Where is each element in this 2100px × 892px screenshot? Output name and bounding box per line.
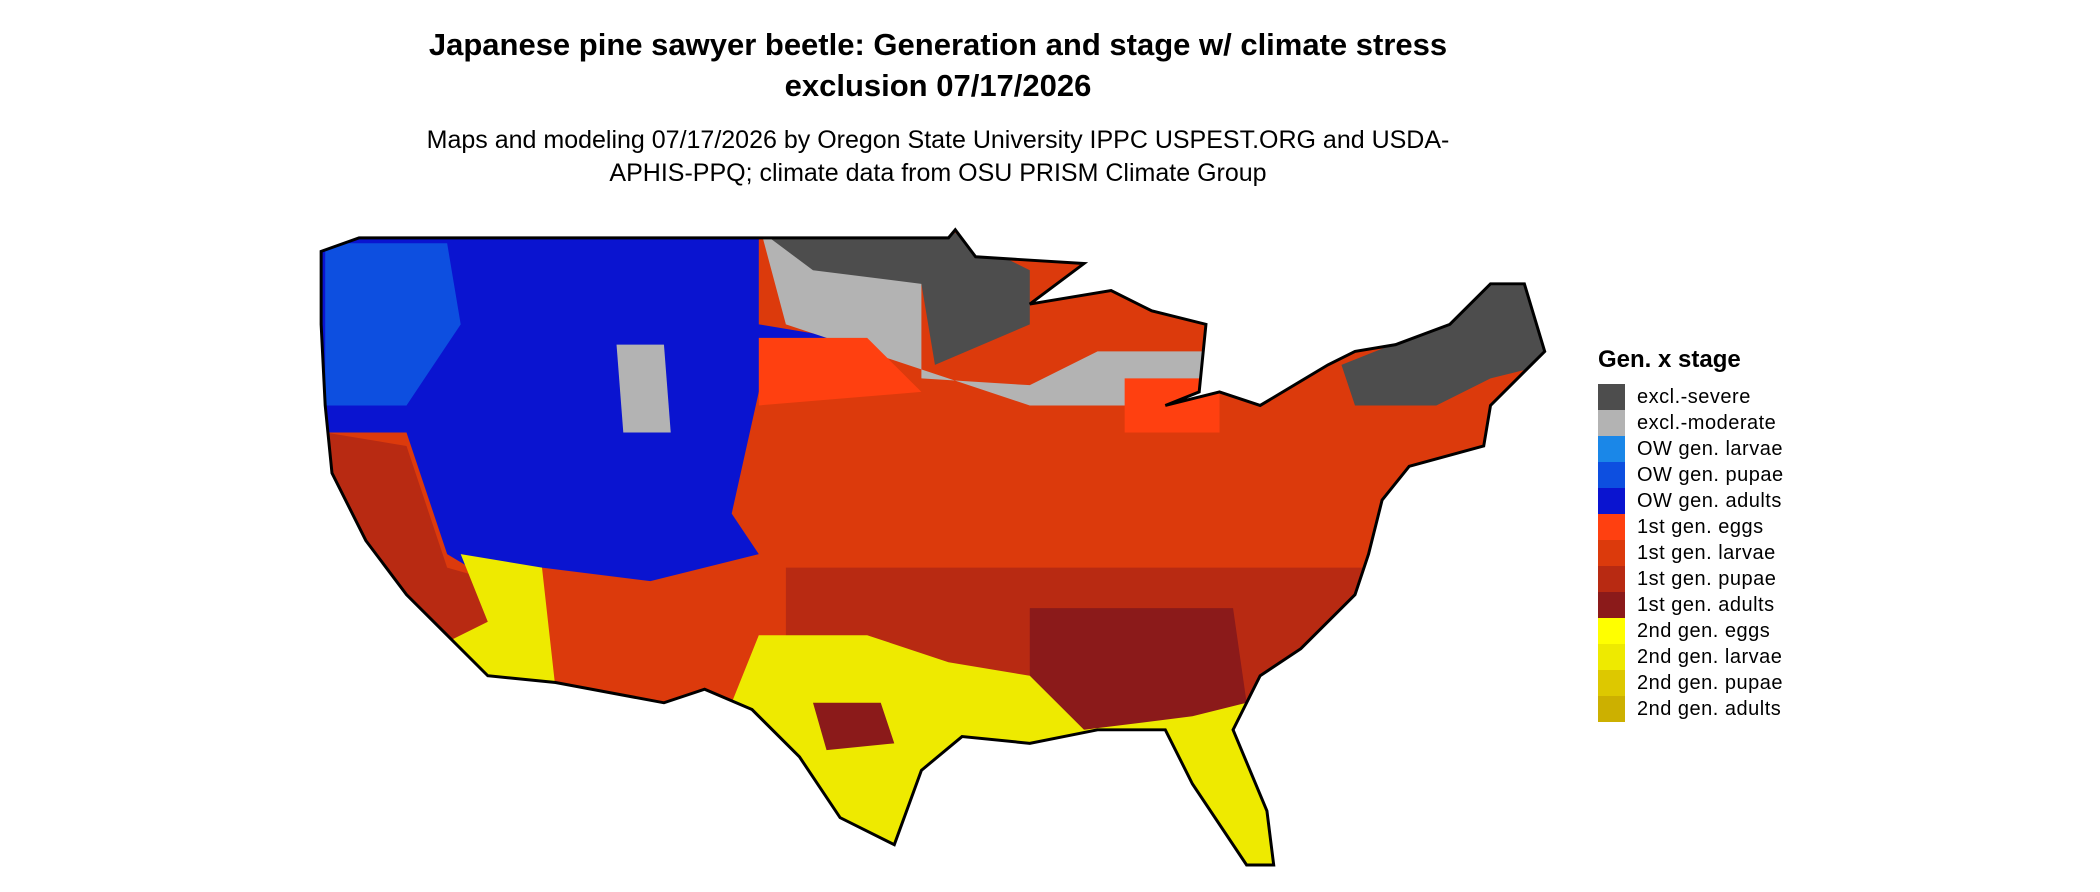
legend-entry: 2nd gen. larvae [1598, 644, 1784, 670]
legend-entry: 1st gen. adults [1598, 592, 1784, 618]
legend-label: 2nd gen. eggs [1637, 619, 1771, 642]
legend-swatch [1598, 410, 1625, 436]
us-map [319, 228, 1547, 867]
legend-swatch [1598, 670, 1625, 696]
legend-entry: excl.-moderate [1598, 410, 1784, 436]
region [758, 337, 922, 406]
legend-entry: 1st gen. larvae [1598, 540, 1784, 566]
region [325, 243, 461, 406]
legend-swatch [1598, 592, 1625, 618]
legend-label: 2nd gen. larvae [1637, 645, 1783, 668]
legend-label: OW gen. pupae [1637, 463, 1784, 486]
legend-entry: excl.-severe [1598, 384, 1784, 410]
legend-entry: 2nd gen. adults [1598, 696, 1784, 722]
map-subtitle: Maps and modeling 07/17/2026 by Oregon S… [426, 126, 1450, 187]
region [1124, 378, 1220, 433]
legend-swatch [1598, 384, 1625, 410]
legend-label: excl.-moderate [1637, 411, 1777, 434]
legend-entry: 1st gen. eggs [1598, 514, 1784, 540]
legend-entry: 2nd gen. eggs [1598, 618, 1784, 644]
legend-entry: OW gen. larvae [1598, 436, 1784, 462]
region [731, 635, 1288, 865]
legend: excl.-severe excl.-moderate OW gen. larvae… [1598, 384, 1784, 722]
legend-swatch [1598, 436, 1625, 462]
legend-label: 1st gen. pupae [1637, 567, 1777, 590]
map-title: Japanese pine sawyer beetle: Generation … [428, 27, 1448, 103]
legend-swatch [1598, 566, 1625, 592]
map-body [319, 228, 1547, 867]
legend-entry: 2nd gen. pupae [1598, 670, 1784, 696]
region [758, 229, 1030, 365]
legend-swatch [1598, 696, 1625, 722]
legend-title: Gen. x stage [1598, 346, 1741, 373]
legend-label: 1st gen. eggs [1637, 515, 1764, 538]
region [616, 344, 671, 433]
legend-label: OW gen. larvae [1637, 437, 1783, 460]
region [813, 702, 895, 751]
legend-label: 1st gen. adults [1637, 593, 1775, 616]
legend-label: 2nd gen. adults [1637, 697, 1782, 720]
legend-swatch [1598, 644, 1625, 670]
legend-swatch [1598, 488, 1625, 514]
region [1029, 608, 1247, 730]
legend-label: excl.-severe [1637, 385, 1751, 408]
legend-swatch [1598, 618, 1625, 644]
legend-entry: OW gen. pupae [1598, 462, 1784, 488]
region [1341, 270, 1545, 406]
legend-label: OW gen. adults [1637, 489, 1782, 512]
legend-label: 2nd gen. pupae [1637, 671, 1784, 694]
legend-label: 1st gen. larvae [1637, 541, 1776, 564]
legend-swatch [1598, 462, 1625, 488]
legend-entry: OW gen. adults [1598, 488, 1784, 514]
legend-swatch [1598, 514, 1625, 540]
legend-swatch [1598, 540, 1625, 566]
legend-entry: 1st gen. pupae [1598, 566, 1784, 592]
